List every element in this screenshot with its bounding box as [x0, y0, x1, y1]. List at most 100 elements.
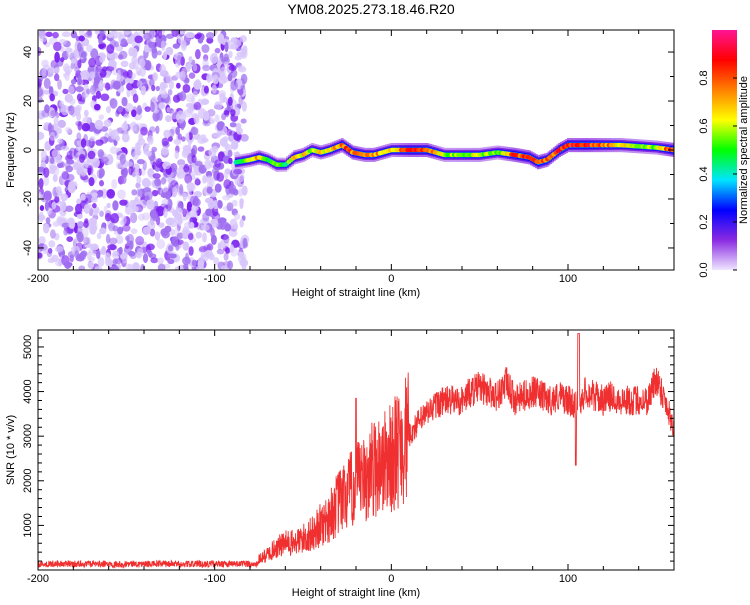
noise-blob — [117, 226, 124, 235]
noise-blob — [201, 224, 210, 231]
noise-blob — [191, 144, 198, 156]
noise-blob — [121, 96, 128, 107]
noise-blob — [84, 218, 89, 224]
noise-blob — [105, 233, 111, 244]
noise-blob — [120, 38, 127, 45]
noise-blob — [100, 93, 110, 102]
noise-blob — [67, 182, 76, 194]
noise-blob — [131, 189, 138, 196]
colorbar-tick-label: 0.0 — [698, 262, 710, 277]
noise-blob — [221, 76, 230, 83]
noise-blob — [233, 212, 241, 221]
noise-blob — [166, 107, 171, 113]
noise-blob — [240, 84, 246, 90]
noise-blob — [123, 167, 128, 175]
noise-blob — [187, 232, 194, 241]
noise-blob — [193, 114, 200, 125]
noise-blob — [118, 50, 128, 60]
noise-blob — [201, 44, 210, 54]
noise-blob — [239, 218, 244, 228]
noise-blob — [96, 250, 101, 260]
x-tick-label: 0 — [388, 273, 394, 285]
noise-blob — [204, 250, 213, 258]
noise-blob — [181, 229, 189, 239]
noise-blob — [159, 81, 167, 91]
noise-blob — [227, 96, 233, 106]
noise-blob — [167, 88, 173, 96]
noise-blob — [194, 48, 201, 60]
noise-blob — [130, 228, 138, 235]
noise-blob — [218, 90, 227, 98]
noise-blob — [145, 190, 153, 201]
y-tick-label: -40 — [22, 240, 34, 256]
noise-blob — [164, 191, 171, 200]
noise-blob — [80, 167, 88, 177]
noise-blob — [198, 245, 208, 253]
noise-blob — [170, 229, 176, 236]
noise-blob — [167, 258, 175, 265]
noise-blob — [131, 72, 136, 79]
noise-blob — [126, 82, 134, 91]
noise-blob — [94, 82, 99, 89]
noise-blob — [77, 59, 82, 69]
noise-blob — [87, 261, 95, 269]
noise-blob — [188, 72, 196, 79]
noise-blob — [209, 119, 215, 125]
noise-blob — [188, 56, 193, 64]
noise-blob — [116, 161, 122, 169]
top-xlabel: Height of straight line (km) — [292, 287, 420, 299]
noise-blob — [163, 83, 168, 89]
noise-blob — [237, 251, 244, 257]
noise-blob — [157, 263, 166, 270]
noise-blob — [121, 122, 129, 132]
noise-blob — [77, 121, 82, 131]
noise-blob — [76, 132, 82, 142]
noise-blob — [134, 35, 143, 44]
noise-blob — [239, 200, 244, 209]
noise-blob — [97, 257, 105, 267]
noise-blob — [214, 101, 223, 110]
noise-blob — [66, 150, 75, 160]
noise-blob — [81, 122, 91, 132]
noise-blob — [59, 100, 65, 108]
noise-blob — [223, 234, 230, 244]
noise-blob — [112, 200, 119, 211]
noise-blob — [66, 159, 75, 165]
noise-blob — [52, 174, 58, 183]
noise-blob — [173, 138, 182, 145]
noise-blob — [185, 31, 195, 39]
noise-blob — [211, 84, 217, 94]
noise-blob — [70, 62, 75, 70]
noise-blob — [183, 77, 190, 83]
noise-blob — [154, 178, 162, 187]
noise-blob — [44, 140, 51, 148]
noise-blob — [194, 177, 200, 186]
bottom-axes-ticks: -200 -100 0 100 1000 2000 3000 4000 5000 — [22, 330, 675, 585]
noise-blob — [136, 104, 142, 116]
noise-blob — [160, 92, 168, 99]
noise-blob — [229, 244, 235, 253]
noise-blob — [174, 150, 179, 160]
noise-blob — [182, 208, 187, 218]
noise-blob — [202, 64, 211, 72]
noise-blob — [224, 41, 229, 53]
noise-blob — [95, 139, 104, 146]
noise-blob — [191, 154, 197, 164]
noise-blob — [38, 78, 43, 87]
noise-blob — [185, 93, 195, 103]
noise-blob — [89, 256, 95, 262]
noise-blob — [106, 32, 115, 38]
noise-blob — [51, 148, 61, 159]
noise-blob — [228, 50, 233, 59]
noise-blob — [214, 183, 222, 193]
noise-blob — [202, 120, 211, 127]
noise-blob — [197, 146, 205, 152]
noise-blob — [66, 236, 74, 242]
noise-blob — [73, 49, 78, 58]
noise-blob — [120, 60, 129, 68]
noise-blob — [94, 266, 103, 270]
noise-blob — [95, 67, 102, 74]
noise-blob — [111, 129, 119, 140]
noise-blob — [193, 79, 202, 90]
